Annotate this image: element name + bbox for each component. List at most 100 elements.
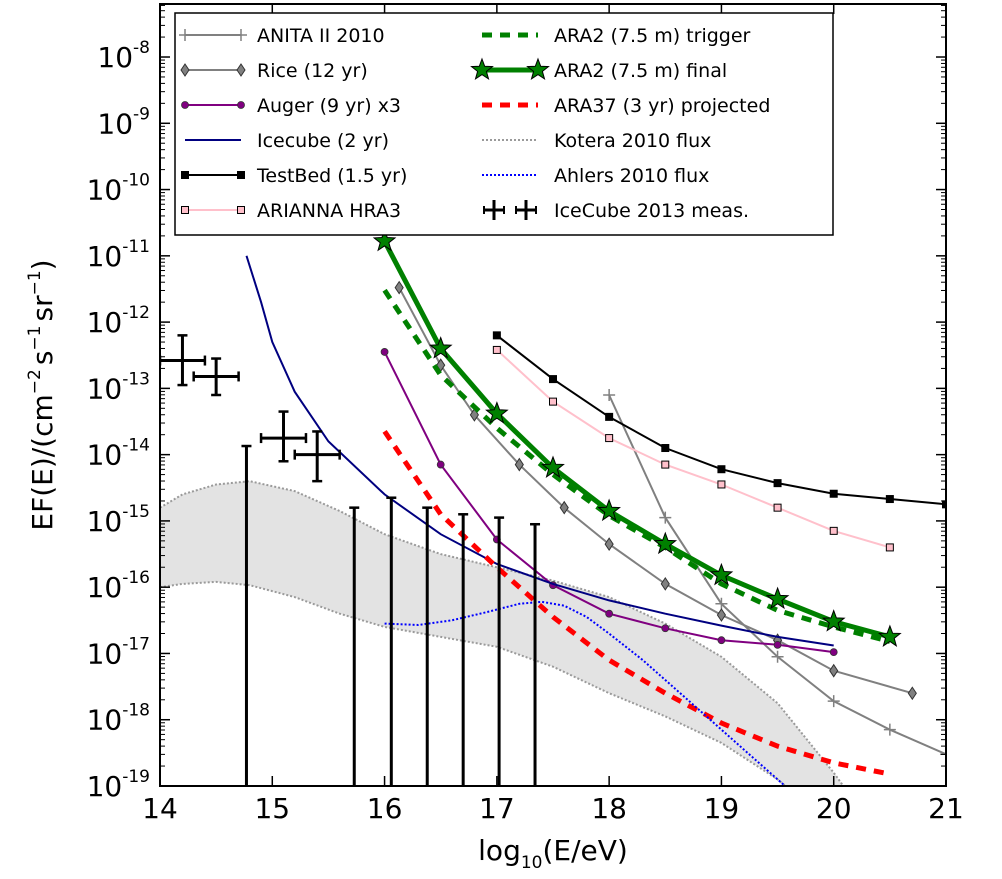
legend-marker xyxy=(181,171,189,179)
point-rice-12-yr xyxy=(660,576,670,591)
point-arianna-hra3 xyxy=(885,543,894,552)
icecube-2013-limit-bar xyxy=(530,522,541,786)
point-arianna-hra3 xyxy=(492,345,501,354)
series-anita-ii-2010 xyxy=(603,389,946,761)
legend-entry-ara2-7-5-m-trigger: ARA2 (7.5 m) trigger xyxy=(482,25,751,47)
point-rice-12-yr xyxy=(716,608,727,622)
legend-marker xyxy=(237,171,245,179)
point-auger-9-yr-x3 xyxy=(773,640,782,649)
point-auger-9-yr-x3 xyxy=(436,460,445,469)
icecube-2013-point xyxy=(259,410,308,463)
legend-box xyxy=(174,12,834,236)
series-line-ara2-7-5-m-final xyxy=(382,240,891,640)
y-tick-label: 10-15 xyxy=(87,502,150,538)
icecube-2013-point xyxy=(293,430,341,483)
series-ara37-3-yr-projected xyxy=(382,429,891,777)
kotera-band-layer xyxy=(160,480,845,786)
legend-label: IceCube 2013 meas. xyxy=(554,200,749,222)
point-testbed-1-5-yr xyxy=(549,375,557,384)
y-tick-label: 10-14 xyxy=(87,436,150,472)
icecube-2013-limit-bar xyxy=(241,444,252,786)
legend-label: Kotera 2010 flux xyxy=(554,130,711,152)
point-auger-9-yr-x3 xyxy=(605,609,614,618)
legend-marker xyxy=(236,63,246,77)
point-arianna-hra3 xyxy=(717,480,726,489)
x-tick-label: 18 xyxy=(591,792,627,825)
legend-entry-auger-9-yr-x3: Auger (9 yr) x3 xyxy=(181,95,401,117)
point-testbed-1-5-yr xyxy=(605,412,614,421)
series-line-ara2-7-5-m-trigger xyxy=(382,288,891,644)
point-auger-9-yr-x3 xyxy=(717,636,726,645)
legend-label: ANITA II 2010 xyxy=(257,25,385,47)
point-anita-ii-2010 xyxy=(603,389,616,401)
point-ara2-7-5-m-final xyxy=(821,609,846,632)
legend-label: ARIANNA HRA3 xyxy=(257,200,401,222)
point-testbed-1-5-yr xyxy=(492,331,501,340)
point-ara2-7-5-m-final xyxy=(372,228,397,252)
point-anita-ii-2010 xyxy=(883,723,896,736)
x-tick-label: 15 xyxy=(254,792,290,825)
x-tick-label: 16 xyxy=(367,792,403,825)
series-arianna-hra3 xyxy=(492,345,894,552)
point-ara2-7-5-m-final xyxy=(709,562,734,586)
y-tick-label: 10-18 xyxy=(87,701,150,737)
icecube-2013-limit-bar xyxy=(494,516,505,786)
point-rice-12-yr xyxy=(514,457,524,472)
legend-marker xyxy=(526,57,550,81)
point-ara2-7-5-m-final xyxy=(485,401,509,424)
point-testbed-1-5-yr xyxy=(829,489,838,498)
point-rice-12-yr xyxy=(559,500,569,515)
point-rice-12-yr xyxy=(907,686,917,701)
series-icecube-2-yr xyxy=(245,255,834,647)
icecube-2013-limit-bar xyxy=(458,513,469,786)
series-line-icecube-2-yr xyxy=(245,255,834,647)
point-testbed-1-5-yr xyxy=(717,465,726,474)
x-tick-label: 20 xyxy=(816,792,852,825)
series-ara2-7-5-m-final xyxy=(372,228,902,647)
kotera-band-fill xyxy=(160,481,844,786)
point-arianna-hra3 xyxy=(605,434,614,443)
y-axis-label: EF(E)/(cm−2s−1sr−1) xyxy=(25,259,59,530)
series-line-ara37-3-yr-projected xyxy=(382,429,891,777)
legend-entry-testbed-1-5-yr: TestBed (1.5 yr) xyxy=(181,165,407,187)
legend-label: TestBed (1.5 yr) xyxy=(256,165,407,187)
series-layer xyxy=(245,228,946,786)
series-testbed-1-5-yr xyxy=(492,331,946,509)
point-arianna-hra3 xyxy=(549,397,557,406)
point-testbed-1-5-yr xyxy=(773,479,782,488)
point-ara2-7-5-m-final xyxy=(428,336,453,359)
legend-marker xyxy=(237,101,245,109)
y-tick-label: 10-16 xyxy=(87,568,150,604)
icecube-2013-limit-bar xyxy=(386,496,397,786)
y-tick-label: 10-8 xyxy=(97,38,150,74)
point-auger-9-yr-x3 xyxy=(380,348,389,356)
legend-marker xyxy=(181,101,189,109)
point-auger-9-yr-x3 xyxy=(829,648,838,657)
y-tick-label: 10-19 xyxy=(87,767,150,803)
legend-label: Ahlers 2010 flux xyxy=(554,165,709,187)
x-axis-label: log10(E/eV) xyxy=(478,834,628,873)
legend-entry-kotera-2010-flux: Kotera 2010 flux xyxy=(482,130,711,152)
point-ara2-7-5-m-final xyxy=(653,531,678,555)
legend-label: ARA2 (7.5 m) trigger xyxy=(554,25,751,47)
legend-entry-arianna-hra3: ARIANNA HRA3 xyxy=(181,200,401,222)
legend-entry-ara37-3-yr-projected: ARA37 (3 yr) projected xyxy=(482,95,770,117)
legend-entry-anita-ii-2010: ANITA II 2010 xyxy=(179,25,385,47)
x-tick-label: 14 xyxy=(142,792,178,825)
legend-marker xyxy=(235,29,247,41)
legend-label: Rice (12 yr) xyxy=(257,60,368,82)
legend-entry-icecube-2-yr: Icecube (2 yr) xyxy=(185,130,389,152)
point-ara2-7-5-m-final xyxy=(765,586,790,610)
icecube-2013-point xyxy=(160,334,207,387)
legend-marker xyxy=(179,29,191,41)
point-ara2-7-5-m-final xyxy=(541,455,565,478)
y-tick-label: 10-9 xyxy=(97,104,150,140)
legend-entry-ahlers-2010-flux: Ahlers 2010 flux xyxy=(482,165,709,187)
point-ara2-7-5-m-final xyxy=(878,624,902,647)
point-auger-9-yr-x3 xyxy=(661,624,670,633)
kotera-band-edge xyxy=(160,480,845,786)
point-anita-ii-2010 xyxy=(659,511,672,524)
point-rice-12-yr xyxy=(604,537,614,552)
point-rice-12-yr xyxy=(394,280,404,295)
y-tick-label: 10-12 xyxy=(87,303,150,339)
